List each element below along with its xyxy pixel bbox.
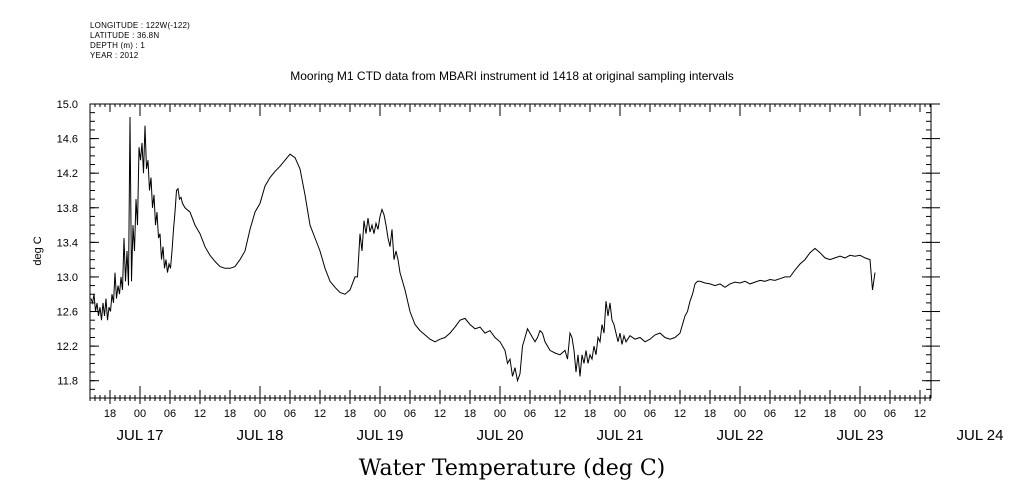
series-line-water-temperature (90, 116, 876, 383)
x-day-label: JUL 19 (357, 427, 404, 444)
x-hour-label: 12 (914, 408, 926, 420)
x-day-label: JUL 22 (717, 427, 764, 444)
x-axis: 18 00 06 12 18 00 06 12 18 00 06 12 18 00 06 12 18 00 06 12… (89, 104, 1004, 444)
x-day-label: JUL 23 (837, 427, 884, 444)
y-tick-label: 12.6 (57, 307, 78, 319)
x-hour-label: 00 (494, 408, 506, 420)
metadata-block: LONGITUDE : 122W(-122) LATITUDE : 36.8N … (90, 21, 190, 61)
series-group (90, 116, 876, 383)
x-axis-label: Water Temperature (deg C) (359, 456, 666, 481)
chart-title: Mooring M1 CTD data from MBARI instrumen… (290, 69, 734, 83)
x-hour-label: 06 (524, 408, 536, 420)
x-hour-label: 06 (644, 408, 656, 420)
y-axis-label: deg C (32, 236, 44, 265)
x-hour-label: 18 (464, 408, 476, 420)
x-hour-label: 12 (554, 408, 566, 420)
y-tick-label: 12.2 (57, 341, 78, 353)
meta-depth: DEPTH (m) : 1 (90, 41, 146, 50)
x-hour-label: 00 (134, 408, 146, 420)
x-hour-label: 18 (104, 408, 116, 420)
x-hour-label: 12 (194, 408, 206, 420)
x-hour-label: 18 (344, 408, 356, 420)
y-tick-label: 14.2 (57, 168, 78, 180)
plot-frame (89, 103, 932, 399)
meta-longitude: LONGITUDE : 122W(-122) (90, 21, 190, 30)
x-hour-label: 00 (254, 408, 266, 420)
x-day-label: JUL 18 (237, 427, 284, 444)
x-hour-label: 12 (794, 408, 806, 420)
x-hour-label: 06 (284, 408, 296, 420)
x-hour-label: 12 (314, 408, 326, 420)
x-day-label: JUL 20 (477, 427, 524, 444)
y-tick-label: 13.4 (57, 237, 78, 249)
x-hour-label: 18 (224, 408, 236, 420)
x-day-label: JUL 21 (597, 427, 644, 444)
x-hour-label: 06 (764, 408, 776, 420)
x-hour-label: 18 (824, 408, 836, 420)
x-hour-label: 12 (674, 408, 686, 420)
x-hour-label: 00 (854, 408, 866, 420)
y-tick-label: 13.0 (57, 272, 78, 284)
x-hour-label: 06 (884, 408, 896, 420)
y-tick-label: 13.8 (57, 203, 78, 215)
x-hour-label: 00 (614, 408, 626, 420)
y-tick-label: 14.6 (57, 134, 78, 146)
y-tick-label: 15.0 (57, 99, 78, 111)
x-hour-label: 00 (734, 408, 746, 420)
x-hour-label: 12 (434, 408, 446, 420)
meta-year: YEAR : 2012 (90, 51, 139, 60)
y-axis: 11.8 12.2 12.6 13.0 13.4 13.8 14.2 14.6 15.0 (57, 99, 940, 399)
x-hour-label: 06 (404, 408, 416, 420)
x-hour-label: 00 (374, 408, 386, 420)
x-hour-label: 18 (704, 408, 716, 420)
x-day-label: JUL 17 (117, 427, 164, 444)
x-hour-label: 06 (164, 408, 176, 420)
meta-latitude: LATITUDE : 36.8N (90, 31, 160, 40)
x-day-label: JUL 24 (957, 427, 1004, 444)
y-tick-label: 11.8 (57, 376, 78, 388)
x-hour-label: 18 (584, 408, 596, 420)
